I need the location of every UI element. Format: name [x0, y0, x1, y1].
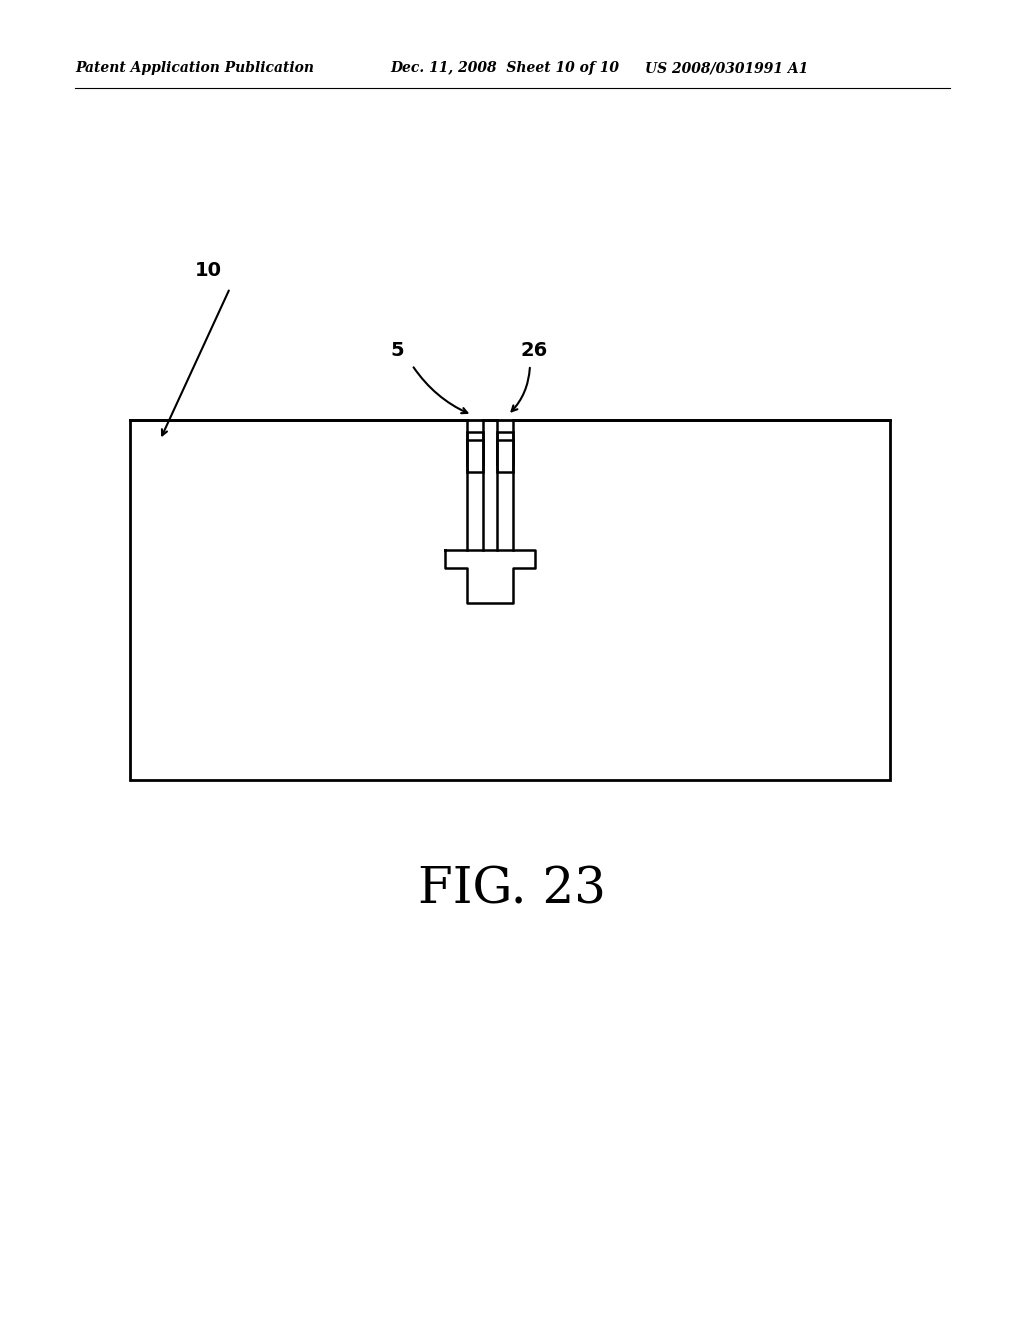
Bar: [467, 440, 483, 473]
Text: FIG. 23: FIG. 23: [418, 866, 606, 915]
Bar: [467, 432, 483, 465]
Text: 10: 10: [195, 260, 222, 280]
Bar: [497, 440, 513, 473]
Text: 26: 26: [520, 341, 547, 359]
Bar: [130, 420, 890, 780]
Text: US 2008/0301991 A1: US 2008/0301991 A1: [645, 61, 808, 75]
Text: 5: 5: [390, 341, 403, 359]
Bar: [497, 432, 513, 465]
Text: Patent Application Publication: Patent Application Publication: [75, 61, 314, 75]
Text: Dec. 11, 2008  Sheet 10 of 10: Dec. 11, 2008 Sheet 10 of 10: [390, 61, 618, 75]
